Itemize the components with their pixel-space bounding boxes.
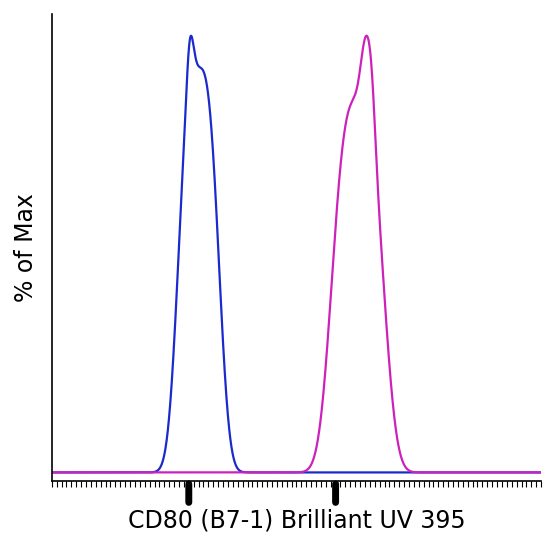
X-axis label: CD80 (B7-1) Brilliant UV 395: CD80 (B7-1) Brilliant UV 395 — [128, 508, 465, 532]
Y-axis label: % of Max: % of Max — [14, 193, 38, 302]
